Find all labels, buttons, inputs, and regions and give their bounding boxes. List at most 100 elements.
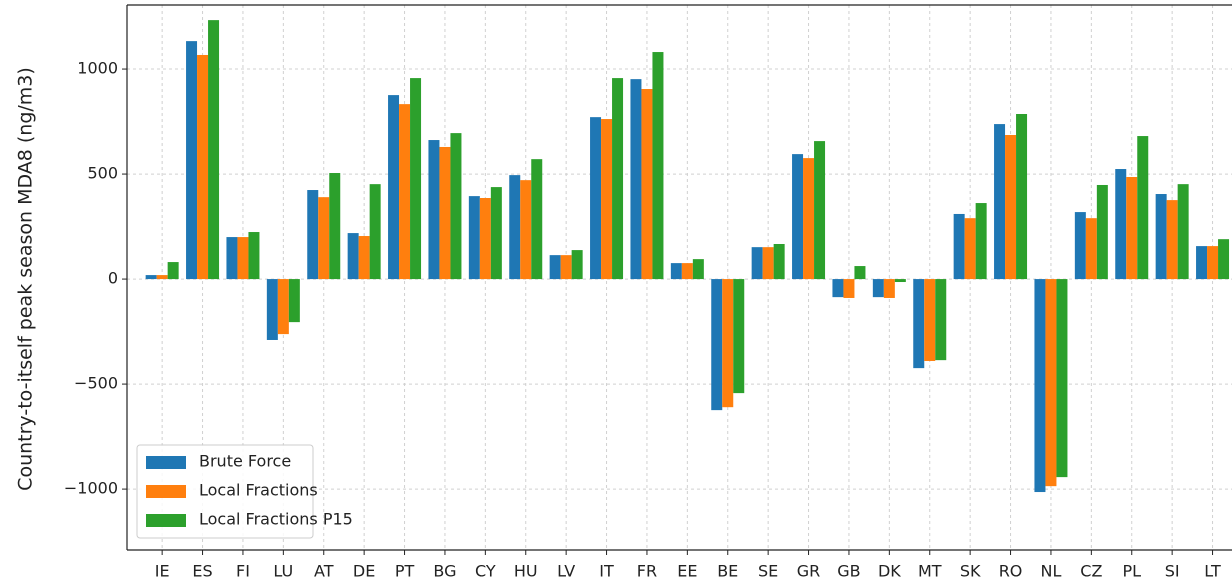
legend-swatch xyxy=(146,456,186,469)
bar xyxy=(1016,114,1028,280)
bar xyxy=(1126,177,1138,280)
bar xyxy=(509,175,521,280)
bar xyxy=(1034,279,1046,493)
bar xyxy=(1207,246,1219,280)
bar xyxy=(1196,246,1208,280)
bar xyxy=(883,279,895,298)
bar xyxy=(1085,218,1097,280)
bar xyxy=(1137,136,1149,280)
legend-label: Brute Force xyxy=(199,452,291,471)
bar xyxy=(410,78,422,280)
y-tick-label: 500 xyxy=(87,164,118,183)
bar xyxy=(994,124,1006,280)
x-tick-label: ES xyxy=(192,562,212,581)
bar xyxy=(935,279,947,361)
bar xyxy=(450,133,462,280)
bar xyxy=(762,247,774,280)
bar xyxy=(167,262,179,280)
bar xyxy=(347,233,359,280)
x-tick-label: SK xyxy=(960,562,981,581)
bar xyxy=(832,279,844,298)
bar xyxy=(197,54,209,280)
x-tick-label: CZ xyxy=(1080,562,1102,581)
bar xyxy=(156,275,168,280)
bar xyxy=(329,173,341,280)
bar xyxy=(571,250,583,280)
bar xyxy=(1005,135,1017,280)
bar xyxy=(248,232,260,280)
bar xyxy=(208,20,220,280)
x-tick-label: GB xyxy=(837,562,860,581)
x-tick-label: SI xyxy=(1165,562,1180,581)
bar xyxy=(468,196,480,280)
bar xyxy=(670,263,682,280)
x-tick-label: LV xyxy=(557,562,575,581)
bar xyxy=(1166,200,1178,280)
bar xyxy=(307,190,319,280)
bar xyxy=(318,197,330,280)
bar xyxy=(399,104,411,280)
bar xyxy=(1074,212,1086,280)
x-tick-label: EE xyxy=(677,562,697,581)
bar xyxy=(237,237,249,280)
bar xyxy=(975,203,987,280)
bar xyxy=(854,266,866,280)
bar xyxy=(872,279,884,298)
bar xyxy=(439,146,451,280)
y-tick-label: 1000 xyxy=(77,59,118,78)
x-tick-label: IE xyxy=(155,562,170,581)
bar xyxy=(145,275,157,280)
bar xyxy=(641,89,653,280)
x-tick-label: PL xyxy=(1122,562,1141,581)
x-tick-label: AT xyxy=(314,562,334,581)
bar xyxy=(560,255,572,280)
legend-swatch xyxy=(146,485,186,498)
bar xyxy=(612,78,624,280)
bar xyxy=(814,141,826,280)
x-tick-label: SE xyxy=(758,562,778,581)
x-tick-label: DK xyxy=(878,562,901,581)
bar xyxy=(288,279,300,323)
y-tick-label: −500 xyxy=(74,374,118,393)
bar xyxy=(722,279,734,408)
bar xyxy=(601,119,613,280)
bar xyxy=(773,244,785,280)
bar xyxy=(681,263,693,280)
bar xyxy=(1218,239,1230,280)
bar xyxy=(711,279,723,411)
x-tick-label: BE xyxy=(717,562,738,581)
x-tick-label: FI xyxy=(236,562,250,581)
bar xyxy=(531,159,543,280)
bar xyxy=(186,41,198,280)
bar xyxy=(1155,194,1167,280)
x-tick-label: MT xyxy=(918,562,942,581)
bar xyxy=(924,279,936,361)
x-tick-label: PT xyxy=(395,562,415,581)
bar xyxy=(1056,279,1068,478)
x-tick-label: HU xyxy=(514,562,538,581)
x-tick-label: IT xyxy=(599,562,614,581)
x-tick-label: CY xyxy=(475,562,496,581)
x-tick-label: LU xyxy=(273,562,293,581)
bar xyxy=(549,255,561,280)
bar xyxy=(590,117,602,280)
bar xyxy=(792,154,804,280)
bar xyxy=(953,213,965,280)
bar xyxy=(733,279,745,394)
x-tick-label: BG xyxy=(433,562,456,581)
y-tick-label: −1000 xyxy=(64,479,118,498)
bar xyxy=(913,279,925,369)
bar xyxy=(428,140,440,280)
bar xyxy=(1096,184,1108,280)
bar xyxy=(369,184,381,280)
bar xyxy=(692,259,704,280)
bar xyxy=(479,198,491,280)
bar xyxy=(520,180,532,280)
bar xyxy=(751,247,763,280)
bar xyxy=(894,279,906,283)
x-tick-label: NL xyxy=(1041,562,1062,581)
bar xyxy=(266,279,278,340)
bar xyxy=(1115,169,1127,280)
bar xyxy=(226,237,238,280)
